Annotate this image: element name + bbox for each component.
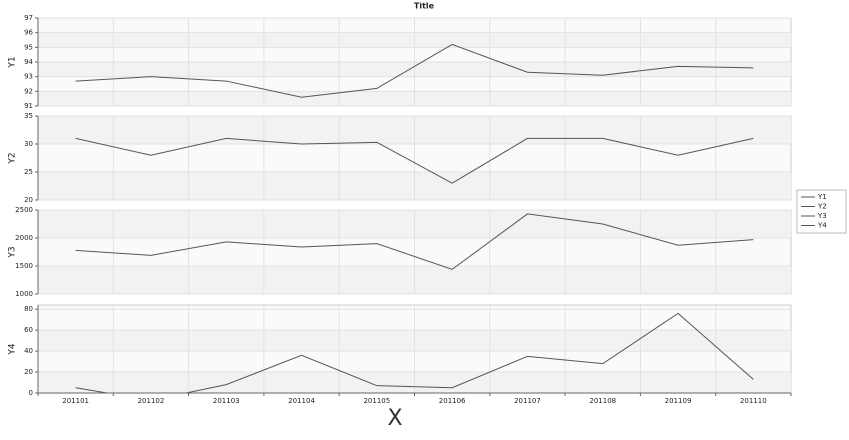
y-tick-label: 20: [24, 368, 33, 376]
legend-label: Y4: [817, 222, 827, 230]
x-tick-label: 201102: [138, 397, 165, 405]
x-tick-label: 201106: [439, 397, 466, 405]
y-tick-label: 60: [24, 326, 33, 334]
y-tick-label: 92: [24, 87, 33, 95]
y-tick-label: 96: [24, 29, 33, 37]
y-tick-label: 93: [24, 73, 33, 81]
x-tick-label: 201101: [62, 397, 89, 405]
y-tick-label: 95: [24, 43, 33, 51]
y-axis-label: Y3: [8, 246, 18, 258]
legend-label: Y2: [817, 203, 827, 211]
series-line: [75, 312, 754, 393]
y-tick-label: 30: [24, 140, 33, 148]
series-line: [75, 43, 754, 98]
y-axis-label: Y4: [8, 343, 18, 355]
y-tick-label: 0: [29, 389, 33, 397]
y-tick-label: 1000: [15, 290, 33, 298]
legend-label: Y3: [817, 212, 827, 220]
y-tick-label: 20: [24, 196, 33, 204]
x-tick-label: 201109: [665, 397, 692, 405]
y-axis-label: Y1: [8, 56, 18, 68]
legend-label: Y1: [817, 193, 827, 201]
y-tick-label: 80: [24, 305, 33, 313]
y-tick-label: 1500: [15, 262, 33, 270]
x-tick-label: 201103: [213, 397, 240, 405]
series-line: [75, 137, 754, 184]
x-axis-label: X: [387, 406, 402, 431]
x-tick-label: 201107: [514, 397, 541, 405]
x-tick-label: 201104: [288, 397, 315, 405]
y-tick-label: 94: [24, 58, 33, 66]
y-tick-label: 2500: [15, 206, 33, 214]
y-axis-label: Y2: [8, 152, 18, 164]
y-tick-label: 25: [24, 168, 33, 176]
x-tick-label: 201105: [363, 397, 390, 405]
chart-title: Title: [414, 2, 435, 11]
y-tick-label: 35: [24, 112, 33, 120]
y-tick-label: 97: [24, 14, 33, 22]
y-tick-label: 40: [24, 347, 33, 355]
series-line: [75, 213, 754, 270]
y-tick-label: 91: [24, 102, 33, 110]
y-tick-label: 2000: [15, 234, 33, 242]
x-tick-label: 201108: [589, 397, 616, 405]
x-tick-label: 201110: [740, 397, 767, 405]
